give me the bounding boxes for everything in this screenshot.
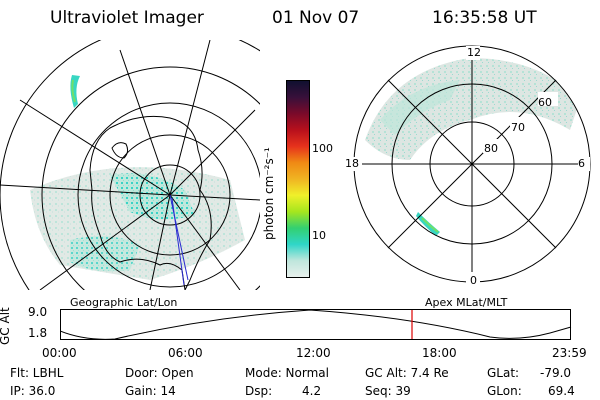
- lat-label-70: 70: [511, 121, 525, 134]
- dsp-label: Dsp:: [245, 384, 273, 398]
- timeline-ylabel: GC Alt: [0, 307, 12, 345]
- instrument-title: Ultraviolet Imager: [50, 8, 204, 28]
- dsp-value: 4.2: [302, 384, 322, 398]
- glat-label: GLat:: [487, 366, 520, 380]
- altitude-curve: [60, 309, 572, 340]
- lat-label-60: 60: [538, 96, 552, 109]
- header: Ultraviolet Imager 01 Nov 07 16:35:58 UT: [0, 0, 600, 36]
- glat-value: -79.0: [540, 366, 572, 380]
- aurora-region-lower: [70, 236, 140, 272]
- door-status: Door: Open: [125, 366, 194, 380]
- mlt-label-6: 6: [578, 157, 585, 170]
- timeline-plot: [60, 309, 572, 340]
- lat-label-80: 80: [484, 142, 498, 155]
- ip-value: IP: 36.0: [10, 384, 56, 398]
- sequence-value: Seq: 39: [365, 384, 411, 398]
- filter-value: Flt: LBHL: [10, 366, 64, 380]
- mode-value: Mode: Normal: [245, 366, 329, 380]
- gc-alt-value: GC Alt: 7.4 Re: [365, 366, 449, 380]
- observation-date: 01 Nov 07: [272, 8, 360, 28]
- timeline-ytick-max: 9.0: [28, 305, 48, 319]
- geographic-map: [0, 40, 260, 290]
- colorbar-tick-100: 100: [312, 142, 333, 155]
- geo-map-label: Geographic Lat/Lon: [70, 296, 178, 309]
- timeline-xtick-0000: 00:00: [42, 346, 77, 360]
- colorbar-tick-10: 10: [312, 229, 326, 242]
- mlt-label-12: 12: [467, 46, 481, 59]
- timeline-xtick-2359: 23:59: [552, 346, 587, 360]
- observation-time: 16:35:58 UT: [432, 8, 537, 28]
- glon-value: 69.4: [548, 384, 575, 398]
- continent-outline: [89, 115, 212, 290]
- timeline-xtick-1800: 18:00: [422, 346, 457, 360]
- mlt-label-18: 18: [345, 157, 359, 170]
- timeline-ytick-min: 1.8: [28, 326, 48, 340]
- glon-label: GLon:: [487, 384, 522, 398]
- colorbar: [286, 80, 310, 278]
- timeline-xtick-1200: 12:00: [296, 346, 331, 360]
- timeline-xtick-0600: 06:00: [168, 346, 203, 360]
- polar-map-label: Apex MLat/MLT: [425, 296, 508, 309]
- polar-map: [344, 45, 591, 286]
- mlt-label-0: 0: [470, 274, 477, 287]
- colorbar-unit-label: photon cm⁻²s⁻¹: [262, 147, 276, 240]
- gain-value: Gain: 14: [125, 384, 176, 398]
